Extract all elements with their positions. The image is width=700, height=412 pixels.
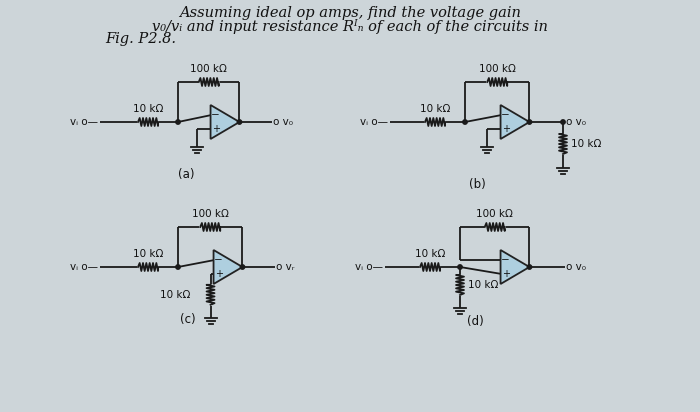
Text: Assuming ideal op amps, find the voltage gain: Assuming ideal op amps, find the voltage… xyxy=(179,6,521,20)
Text: vᵢ o—: vᵢ o— xyxy=(70,262,98,272)
Text: +: + xyxy=(501,124,510,134)
Text: vᵢ o—: vᵢ o— xyxy=(70,117,98,127)
Text: −: − xyxy=(214,255,223,265)
Text: o vᵣ: o vᵣ xyxy=(276,262,295,272)
Text: o v₀: o v₀ xyxy=(566,117,586,127)
Text: 10 kΩ: 10 kΩ xyxy=(133,104,163,114)
Text: o v₀: o v₀ xyxy=(566,262,586,272)
Text: 100 kΩ: 100 kΩ xyxy=(190,64,228,74)
Text: vᵢ o—: vᵢ o— xyxy=(355,262,383,272)
Text: 100 kΩ: 100 kΩ xyxy=(192,209,229,219)
Text: o v₀: o v₀ xyxy=(273,117,293,127)
Text: v₀/vᵢ and input resistance Rᴵₙ of each of the circuits in: v₀/vᵢ and input resistance Rᴵₙ of each o… xyxy=(152,19,548,34)
Text: +: + xyxy=(501,269,510,279)
Text: vᵢ o—: vᵢ o— xyxy=(360,117,388,127)
Text: 10 kΩ: 10 kΩ xyxy=(160,290,190,300)
Text: +: + xyxy=(211,124,220,134)
Circle shape xyxy=(237,120,241,124)
Polygon shape xyxy=(500,105,529,139)
Polygon shape xyxy=(214,250,242,284)
Circle shape xyxy=(463,120,467,124)
Text: −: − xyxy=(501,110,510,120)
Polygon shape xyxy=(500,250,529,284)
Circle shape xyxy=(458,265,462,269)
Circle shape xyxy=(176,265,180,269)
Text: (d): (d) xyxy=(467,316,484,328)
Circle shape xyxy=(527,120,532,124)
Circle shape xyxy=(240,265,245,269)
Circle shape xyxy=(527,265,532,269)
Text: +: + xyxy=(214,269,223,279)
Circle shape xyxy=(561,120,565,124)
Polygon shape xyxy=(211,105,239,139)
Text: Fig. P2.8.: Fig. P2.8. xyxy=(105,32,176,46)
Text: 100 kΩ: 100 kΩ xyxy=(476,209,513,219)
Text: (c): (c) xyxy=(180,312,195,325)
Text: 10 kΩ: 10 kΩ xyxy=(415,249,445,259)
Text: 10 kΩ: 10 kΩ xyxy=(571,139,601,149)
Text: 100 kΩ: 100 kΩ xyxy=(479,64,516,74)
Text: −: − xyxy=(211,110,220,120)
Text: 10 kΩ: 10 kΩ xyxy=(468,280,498,290)
Text: −: − xyxy=(501,255,510,265)
Text: (a): (a) xyxy=(178,168,195,180)
Text: 10 kΩ: 10 kΩ xyxy=(420,104,450,114)
Circle shape xyxy=(176,120,180,124)
Text: (b): (b) xyxy=(469,178,486,190)
Text: 10 kΩ: 10 kΩ xyxy=(133,249,163,259)
